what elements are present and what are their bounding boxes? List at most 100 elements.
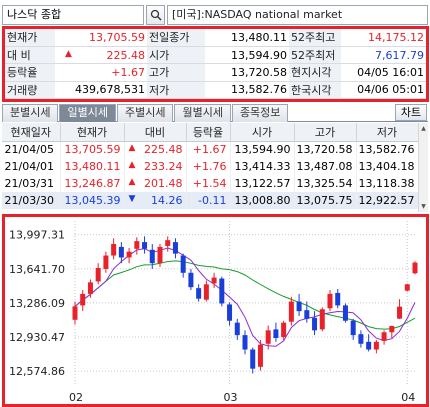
y-tick-label: 12,930.47	[9, 331, 65, 344]
table-header-row: 현재일자 현재가 대비 등락율 시가 고가 저가	[2, 123, 419, 142]
x-tick-label: 03	[224, 391, 238, 403]
column-header[interactable]: 현재가	[60, 123, 125, 142]
y-tick-label: 13,997.31	[9, 229, 65, 242]
high-cell: 13,075.75	[294, 192, 357, 209]
candle-body	[335, 292, 341, 306]
candle-body	[273, 329, 279, 339]
candle-body	[188, 272, 194, 288]
prev-close-value: 13,480.11	[205, 29, 289, 47]
candle-body	[288, 301, 294, 322]
high-cell: 13,325.54	[294, 175, 357, 192]
change-cell: ▲ 233.24	[124, 158, 187, 175]
tab-weekly[interactable]: 주별시세	[116, 104, 174, 122]
candle-body	[373, 341, 379, 350]
search-icon	[150, 9, 162, 21]
candle-body	[219, 278, 225, 304]
candle-body	[172, 242, 178, 254]
price-cell: 13,480.11	[60, 158, 125, 175]
up-arrow-icon: ▲	[65, 48, 72, 59]
candle-body	[389, 326, 395, 333]
scroll-up-icon[interactable]: ▲	[421, 125, 426, 132]
column-header[interactable]: 등락율	[186, 123, 231, 142]
tab-stock-info[interactable]: 종목정보	[231, 104, 289, 122]
candle-body	[242, 335, 248, 350]
candle-body	[87, 282, 93, 294]
candle-body	[366, 341, 372, 350]
date-cell: 21/03/31	[2, 175, 61, 192]
market-name-field: [미국]:NASDAQ national market	[167, 5, 428, 25]
tab-monthly[interactable]: 월별시세	[174, 104, 231, 122]
column-header[interactable]: 현재일자	[2, 123, 61, 142]
korea-time-value: 04/06 05:01	[341, 81, 426, 100]
down-arrow-icon: ▼	[128, 194, 136, 204]
date-cell: 21/04/01	[2, 158, 61, 175]
table-row[interactable]: 21/03/30 13,045.39 ▼ 14.26 -0.11 13,008.80 13,…	[2, 192, 419, 209]
current-price-value: 13,705.59	[55, 29, 147, 47]
candle-body	[196, 288, 202, 299]
candle-body	[118, 246, 124, 258]
list-scrollbar[interactable]: ▲ ▼	[418, 123, 428, 212]
candle-body	[234, 322, 240, 336]
candle-body	[111, 244, 117, 256]
high-cell: 13,487.08	[294, 158, 357, 175]
change-cell: ▲ 201.48	[124, 175, 187, 192]
quote-label: 시가	[147, 46, 205, 65]
y-tick-label: 12,574.86	[9, 365, 65, 378]
low-cell: 13,582.76	[356, 141, 419, 158]
candle-body	[103, 255, 109, 269]
candle-body	[397, 306, 403, 319]
candle-body	[257, 344, 263, 367]
open-cell: 13,594.90	[230, 141, 295, 158]
rate-cell: +1.67	[186, 141, 231, 158]
low-cell: 13,404.18	[356, 158, 419, 175]
open-value: 13,594.90	[205, 46, 289, 65]
quote-row: 현재가 13,705.59 전일종가 13,480.11 52주최고 14,17…	[5, 29, 426, 47]
quote-label: 한국시각	[289, 81, 341, 100]
volume-value: 439,678,531	[55, 81, 147, 100]
quote-label: 대 비	[5, 46, 55, 65]
quote-summary-table: 현재가 13,705.59 전일종가 13,480.11 52주최고 14,17…	[5, 29, 426, 100]
symbol-search-input[interactable]: 나스닥 종합	[2, 5, 144, 25]
quote-label: 현지시각	[289, 63, 341, 82]
rate-cell: +1.54	[186, 175, 231, 192]
quote-row: 등락율 +1.67 고가 13,720.58 현지시각 04/05 16:01	[5, 63, 426, 82]
candle-body	[134, 241, 140, 249]
change-rate-value: +1.67	[55, 63, 147, 82]
candle-body	[203, 284, 209, 300]
table-row[interactable]: 21/03/31 13,246.87 ▲ 201.48 +1.54 13,122.57 13…	[2, 175, 419, 192]
candle-body	[281, 322, 287, 338]
up-arrow-icon: ▲	[128, 177, 136, 187]
open-cell: 13,414.33	[230, 158, 295, 175]
table-row[interactable]: 21/04/05 13,705.59 ▲ 225.48 +1.67 13,594.90 13…	[2, 141, 419, 158]
column-header[interactable]: 고가	[294, 123, 357, 142]
candle-body	[142, 242, 148, 249]
candlestick-chart[interactable]: 13,997.31 13,641.70 13,286.09 12,930.47 12,5…	[5, 217, 426, 403]
rate-cell: -0.11	[186, 192, 231, 209]
candle-body	[211, 277, 217, 284]
candle-body	[319, 309, 325, 330]
search-button[interactable]	[146, 5, 165, 25]
date-cell: 21/03/30	[2, 192, 61, 209]
ma20-line	[74, 260, 416, 330]
date-cell: 21/04/05	[2, 141, 61, 158]
column-header[interactable]: 저가	[356, 123, 419, 142]
change-value: ▲ 225.48	[55, 46, 147, 65]
tab-daily[interactable]: 일별시세	[59, 104, 116, 122]
low-value: 13,582.76	[205, 81, 289, 100]
column-header[interactable]: 대비	[124, 123, 187, 142]
column-header[interactable]: 시가	[230, 123, 295, 142]
candle-body	[412, 262, 418, 274]
daily-price-list: 현재일자 현재가 대비 등락율 시가 고가 저가 21/04/05 13,705.…	[2, 123, 428, 212]
price-cell: 13,045.39	[60, 192, 125, 209]
scroll-down-icon[interactable]: ▼	[421, 203, 426, 210]
chart-highlight-box	[2, 214, 429, 407]
y-tick-label: 13,286.09	[9, 297, 65, 310]
candle-body	[265, 330, 271, 344]
chart-button[interactable]: 차트	[395, 104, 427, 121]
daily-price-table: 현재일자 현재가 대비 등락율 시가 고가 저가 21/04/05 13,705.…	[2, 123, 419, 209]
quote-label: 현재가	[5, 29, 55, 47]
quote-label: 52주최고	[289, 29, 341, 47]
table-row[interactable]: 21/04/01 13,480.11 ▲ 233.24 +1.76 13,414.33 13…	[2, 158, 419, 175]
tab-minute[interactable]: 분별시세	[2, 104, 59, 122]
quote-row: 거래량 439,678,531 저가 13,582.76 한국시각 04/06 …	[5, 81, 426, 100]
